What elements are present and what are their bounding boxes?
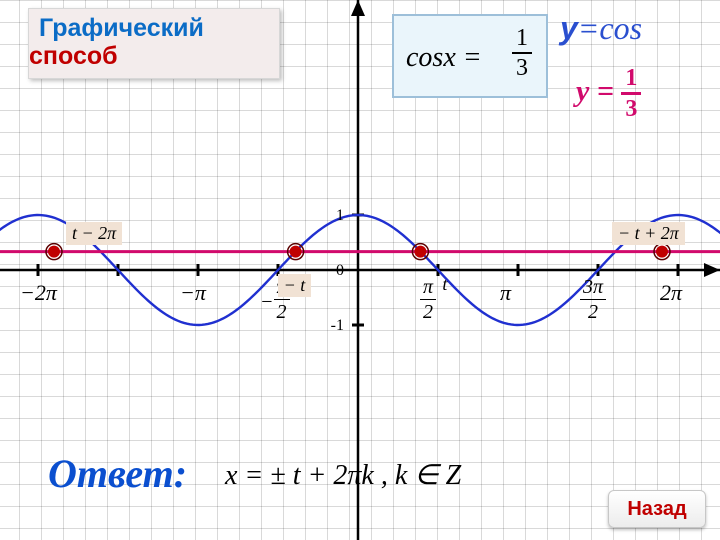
x-tick-label: −π — [180, 280, 206, 306]
answer-equation: x = ± t + 2πk , k ∈ Z — [225, 458, 461, 492]
x-tick-label: −2π — [20, 280, 57, 306]
svg-text:-1: -1 — [331, 317, 344, 334]
answer-label: Ответ: — [48, 450, 187, 497]
svg-text:1: 1 — [336, 207, 344, 224]
x-tick-label: 2π — [660, 280, 682, 306]
intersection-label: t − 2π — [66, 222, 122, 245]
x-tick-label: 3π2 — [580, 276, 606, 324]
intersection-label: − t + 2π — [612, 222, 685, 245]
intersection-label: − t — [278, 274, 312, 297]
x-tick-label: π — [500, 280, 511, 306]
x-tick-label: π2 — [420, 276, 436, 324]
svg-text:0: 0 — [336, 262, 344, 279]
intersection-label: t — [442, 274, 447, 295]
back-button[interactable]: Назад — [608, 490, 706, 528]
